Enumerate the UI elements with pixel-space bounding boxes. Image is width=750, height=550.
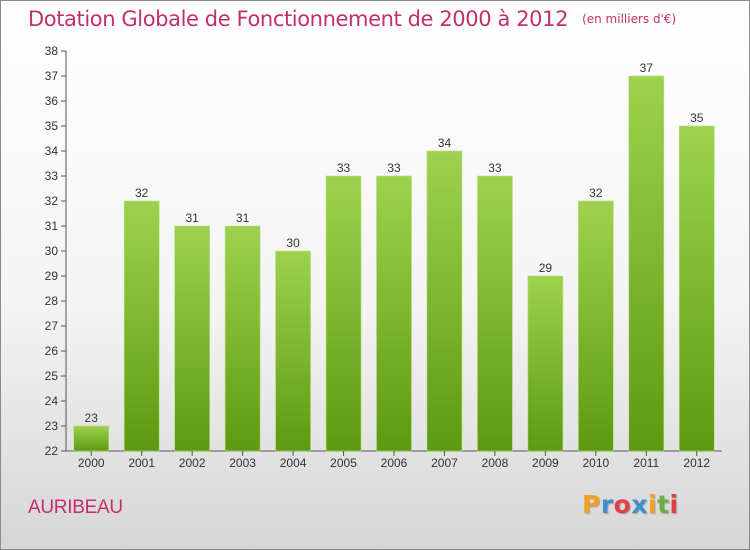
y-tick-label: 27 bbox=[45, 319, 59, 333]
data-label: 37 bbox=[640, 61, 654, 75]
proxiti-logo: Proxiti bbox=[582, 490, 679, 519]
y-tick-label: 34 bbox=[45, 144, 59, 158]
x-tick-label: 2001 bbox=[128, 456, 155, 470]
bar bbox=[325, 175, 362, 452]
data-label: 34 bbox=[438, 136, 452, 150]
x-tick-label: 2003 bbox=[229, 456, 256, 470]
y-tick-label: 32 bbox=[45, 194, 59, 208]
data-label: 33 bbox=[337, 161, 351, 175]
data-label: 29 bbox=[539, 261, 553, 275]
y-tick-label: 24 bbox=[45, 394, 59, 408]
y-tick-label: 29 bbox=[45, 269, 59, 283]
data-label: 33 bbox=[488, 161, 502, 175]
data-label: 31 bbox=[236, 211, 250, 225]
bar bbox=[426, 150, 463, 452]
bar bbox=[376, 175, 412, 452]
bar bbox=[224, 225, 261, 452]
x-tick-label: 2006 bbox=[381, 456, 408, 470]
data-label: 32 bbox=[589, 186, 603, 200]
y-tick-label: 22 bbox=[45, 444, 59, 458]
data-label: 31 bbox=[185, 211, 199, 225]
x-tick-label: 2011 bbox=[633, 456, 659, 470]
logo-letter: P bbox=[582, 490, 601, 519]
bar bbox=[275, 250, 311, 452]
logo-letter: i bbox=[648, 490, 658, 519]
y-tick-label: 38 bbox=[45, 44, 59, 58]
bar bbox=[527, 275, 564, 452]
y-tick-label: 23 bbox=[45, 419, 59, 433]
logo-letter: r bbox=[600, 490, 614, 519]
x-tick-label: 2000 bbox=[78, 456, 105, 470]
chart-unit: (en milliers d'€) bbox=[582, 12, 677, 26]
y-tick-label: 33 bbox=[45, 169, 59, 183]
bar bbox=[73, 425, 110, 452]
y-tick-label: 35 bbox=[45, 119, 59, 133]
x-tick-label: 2007 bbox=[431, 456, 458, 470]
y-tick-label: 31 bbox=[45, 219, 59, 233]
data-label: 23 bbox=[85, 411, 99, 425]
bar bbox=[628, 75, 665, 452]
data-label: 33 bbox=[387, 161, 401, 175]
y-tick-label: 28 bbox=[45, 294, 59, 308]
y-tick-label: 37 bbox=[45, 69, 59, 83]
x-tick-label: 2012 bbox=[683, 456, 710, 470]
logo-letter: i bbox=[669, 490, 679, 519]
bar bbox=[578, 200, 614, 452]
data-label: 35 bbox=[690, 111, 704, 125]
chart-title: Dotation Globale de Fonctionnement de 20… bbox=[28, 7, 676, 31]
logo-letter: t bbox=[657, 490, 670, 519]
x-tick-label: 2010 bbox=[582, 456, 609, 470]
commune-name: AURIBEAU bbox=[28, 497, 123, 518]
x-tick-label: 2005 bbox=[330, 456, 357, 470]
x-tick-label: 2008 bbox=[482, 456, 509, 470]
logo-letter: o bbox=[613, 490, 632, 519]
x-tick-label: 2009 bbox=[532, 456, 559, 470]
data-label: 32 bbox=[135, 186, 149, 200]
logo-letter: x bbox=[631, 490, 648, 519]
x-tick-label: 2002 bbox=[179, 456, 206, 470]
bar bbox=[123, 200, 160, 452]
chart-title-text: Dotation Globale de Fonctionnement de 20… bbox=[28, 7, 569, 31]
y-tick-label: 25 bbox=[45, 369, 59, 383]
y-tick-label: 26 bbox=[45, 344, 59, 358]
bar bbox=[174, 225, 210, 452]
data-label: 30 bbox=[286, 236, 300, 250]
bar bbox=[678, 125, 715, 452]
y-tick-label: 30 bbox=[45, 244, 59, 258]
y-tick-label: 36 bbox=[45, 94, 59, 108]
x-tick-label: 2004 bbox=[280, 456, 307, 470]
bar bbox=[477, 175, 513, 452]
